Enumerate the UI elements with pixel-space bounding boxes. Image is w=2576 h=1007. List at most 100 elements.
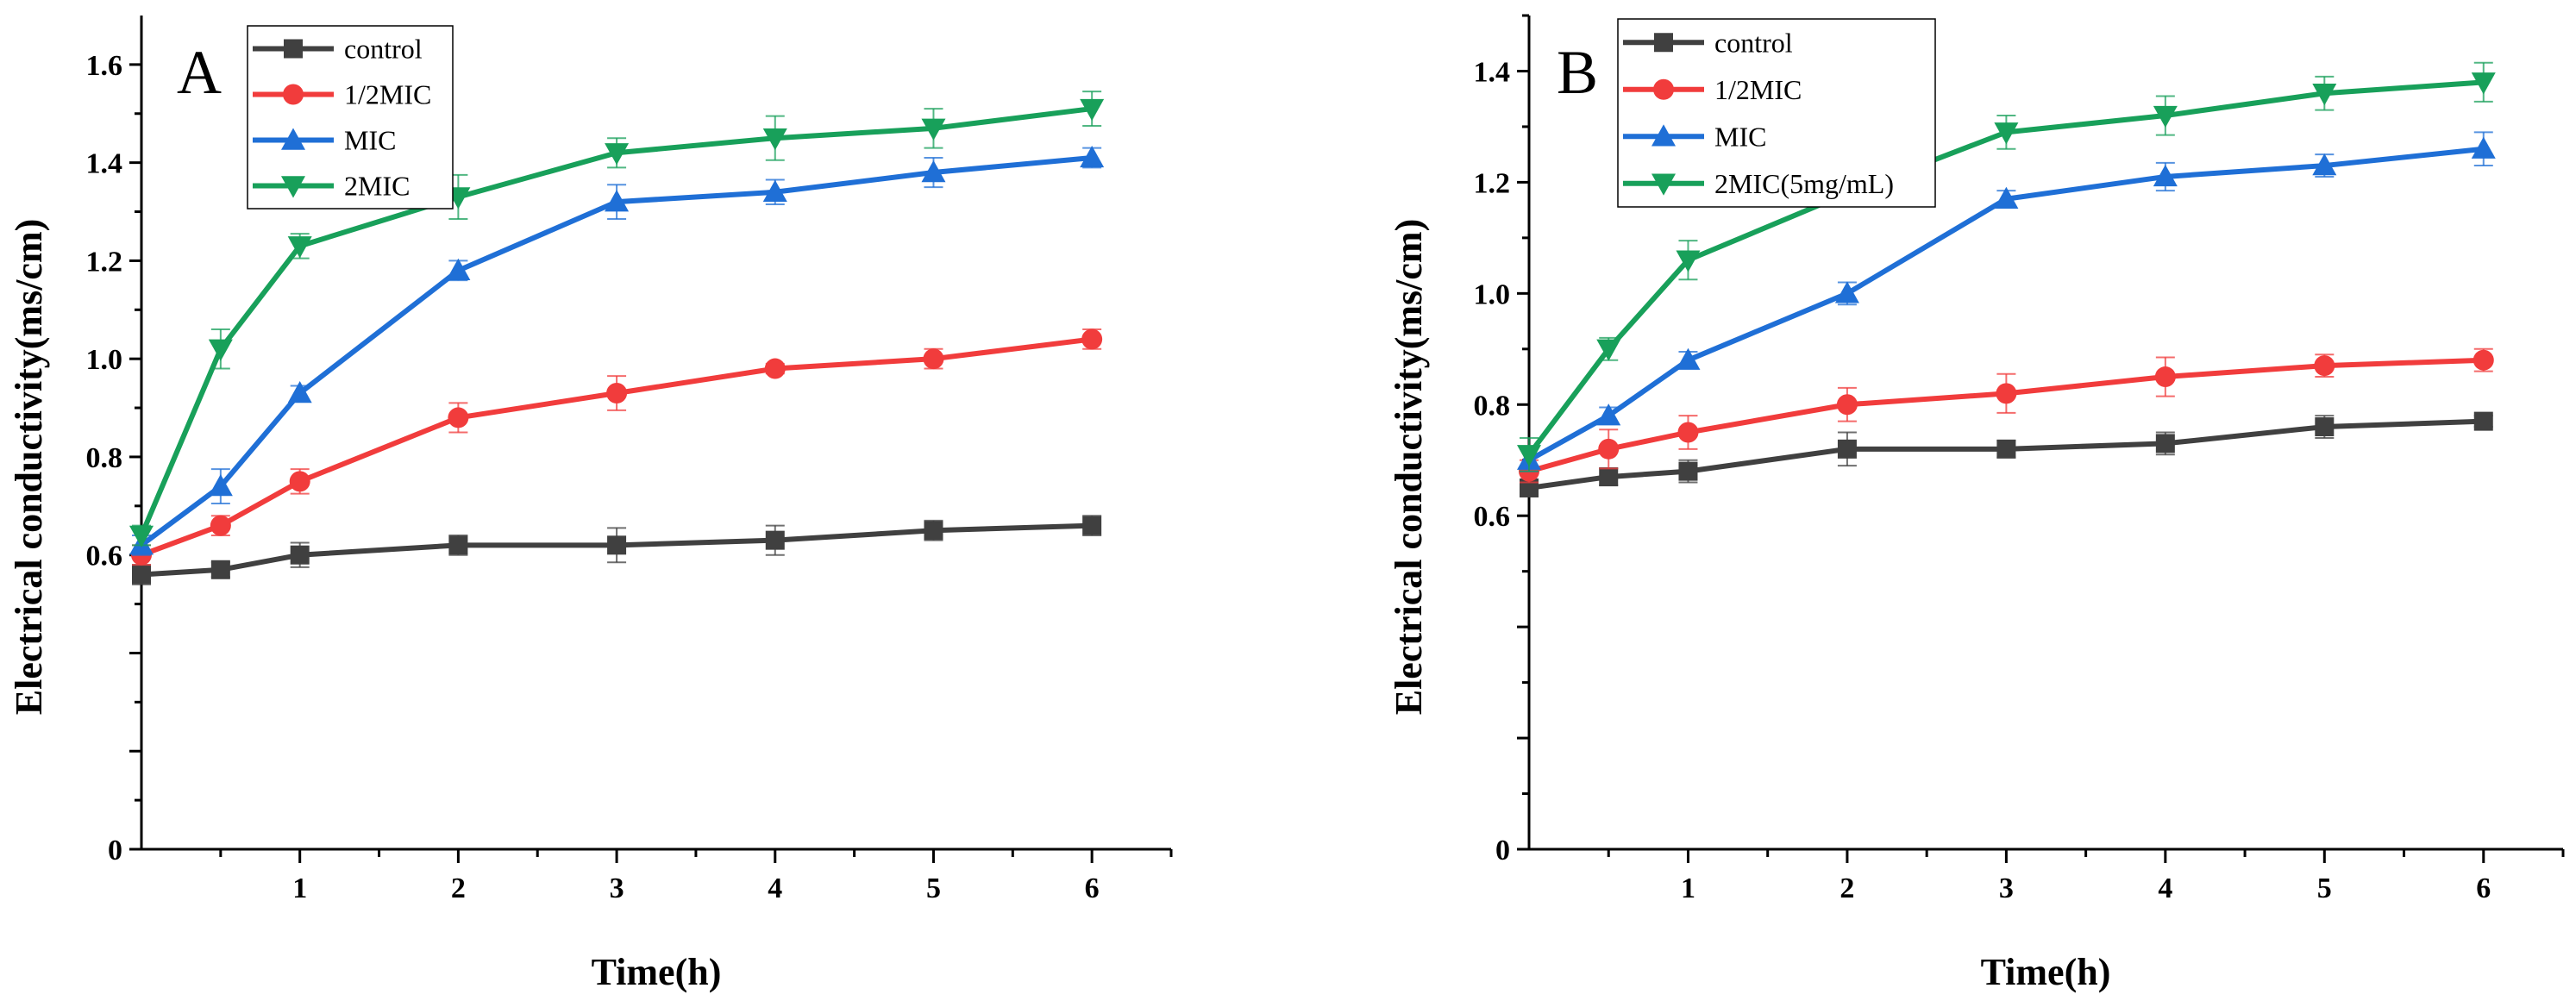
panel-b-chart: 0 0.6 0.8 1.0 1.2 1.4 1 2 3 4 5 6 Time(h) Electrical … [1388, 14, 2565, 993]
data-point [290, 545, 310, 565]
data-point [764, 358, 786, 379]
data-point [2153, 105, 2178, 128]
data-point [1676, 250, 1701, 272]
y-tick-label: 1.4 [86, 148, 123, 180]
data-point [1517, 445, 1541, 467]
y-tick-label: 1.0 [1474, 278, 1511, 310]
data-point [1080, 145, 1105, 168]
legend-marker [1652, 173, 1676, 196]
y-tick-label: 0 [1495, 835, 1510, 866]
series-1-2mic [131, 328, 1103, 566]
legend-label: control [1714, 27, 1793, 58]
data-point [2314, 355, 2335, 377]
series-line [1528, 418, 2484, 491]
data-point [448, 407, 469, 428]
legend: control 1/2MIC MIC 2MIC(5mg/mL) [1617, 18, 1936, 208]
legend: control 1/2MIC MIC 2MIC [247, 25, 454, 210]
y-tick-label: 0 [108, 835, 122, 866]
data-point [1994, 186, 2019, 209]
data-point [921, 118, 946, 141]
x-tick-label: 4 [2158, 873, 2172, 904]
data-point [448, 535, 468, 555]
y-axis-title: Electrical conductivity(ms/cm) [8, 219, 50, 716]
y-tick-label: 1.4 [1474, 56, 1511, 88]
legend-marker [1652, 124, 1676, 147]
legend-marker [281, 128, 305, 150]
series-1-2mic [1519, 347, 2494, 484]
x-tick-label: 6 [2476, 873, 2491, 904]
data-point [2473, 411, 2493, 431]
y-tick-label: 0.6 [86, 541, 123, 572]
data-point [606, 382, 628, 403]
data-point [923, 348, 944, 370]
series-line [141, 522, 1093, 578]
legend-label: MIC [344, 125, 396, 156]
x-axis-title: Time(h) [592, 951, 722, 993]
series-control [1520, 411, 2493, 497]
legend-label: MIC [1714, 121, 1766, 152]
data-point [287, 380, 312, 403]
data-point [210, 560, 230, 579]
x-tick-label: 1 [292, 873, 307, 904]
legend-marker [1654, 33, 1673, 53]
data-point [289, 471, 310, 492]
data-point [1834, 281, 1859, 303]
y-tick-label: 1.0 [86, 344, 123, 376]
x-tick-label: 4 [768, 873, 782, 904]
series-2mic [129, 91, 1105, 547]
y-tick-label: 1.6 [86, 50, 123, 82]
data-point [765, 530, 785, 550]
data-point [605, 190, 630, 212]
data-point [1996, 439, 2016, 459]
data-point [2312, 84, 2337, 106]
data-point [2312, 153, 2337, 176]
data-point [1080, 98, 1105, 122]
y-tick-label: 0.6 [1474, 501, 1511, 533]
data-point [2153, 164, 2178, 187]
x-tick-label: 3 [610, 873, 624, 904]
legend-marker [281, 176, 305, 198]
data-point [2154, 366, 2176, 388]
data-point [129, 525, 154, 547]
legend-label: 1/2MIC [1714, 74, 1802, 105]
data-point [287, 236, 312, 259]
y-tick-label: 0.8 [1474, 390, 1511, 422]
x-tick-label: 2 [451, 873, 466, 904]
data-point [1996, 383, 2017, 404]
x-tick-label: 6 [1085, 873, 1100, 904]
x-tick-label: 5 [926, 873, 941, 904]
series-mic [1517, 131, 2496, 472]
series-control [132, 515, 1102, 585]
legend-marker [284, 39, 303, 59]
data-point [1599, 467, 1619, 487]
legend-label: control [344, 34, 423, 65]
data-point [1596, 339, 1621, 361]
panel-label: A [177, 38, 222, 107]
data-point [762, 179, 787, 202]
x-tick-label: 3 [1999, 873, 2014, 904]
data-point [762, 128, 787, 151]
data-point [1676, 347, 1701, 370]
data-point [1677, 422, 1699, 443]
legend-box [247, 25, 454, 210]
panel-a-chart: 0 0.6 0.8 1.0 1.2 1.4 1.6 1 2 3 4 5 6 Time(h) Electric… [8, 16, 1173, 993]
legend-label: 1/2MIC [344, 79, 431, 110]
series-line [139, 106, 1093, 537]
series-mic [129, 145, 1105, 556]
data-point [208, 474, 233, 497]
data-point [2473, 349, 2494, 371]
data-point [1678, 461, 1698, 481]
data-point [132, 565, 151, 585]
data-point [446, 258, 471, 280]
data-point [2155, 434, 2175, 453]
data-point [2471, 136, 2496, 159]
data-point [1596, 403, 1621, 426]
legend-marker [283, 84, 304, 105]
panel-label: B [1557, 38, 1598, 107]
x-axis-title: Time(h) [1981, 951, 2111, 993]
series-line [140, 154, 1093, 547]
x-tick-label: 1 [1681, 873, 1695, 904]
legend-label: 2MIC [344, 171, 410, 202]
data-point [1082, 516, 1102, 535]
